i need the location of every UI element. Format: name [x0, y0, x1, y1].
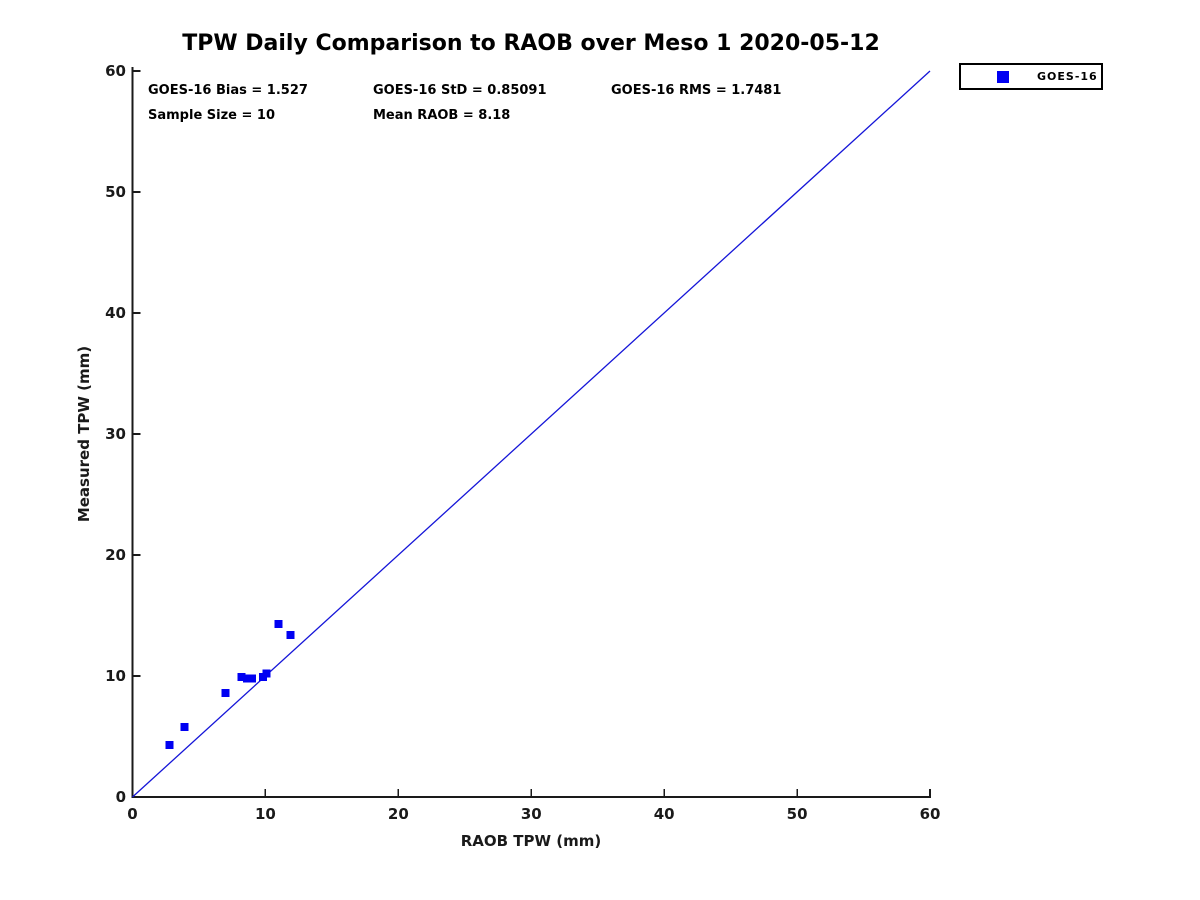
- data-point: [165, 740, 174, 749]
- y-tick-label: 20: [105, 546, 126, 564]
- stat-rms: GOES-16 RMS = 1.7481: [611, 83, 782, 98]
- legend: GOES-16: [959, 63, 1103, 90]
- x-tick-label: 30: [520, 805, 542, 823]
- data-point: [248, 674, 257, 683]
- y-tick-label: 40: [105, 304, 126, 322]
- legend-label: GOES-16: [1037, 70, 1098, 83]
- x-tick-label: 50: [786, 805, 808, 823]
- data-point: [221, 688, 230, 697]
- y-tick-label: 10: [105, 667, 126, 685]
- stat-std: GOES-16 StD = 0.85091: [373, 83, 547, 98]
- stat-bias: GOES-16 Bias = 1.527: [148, 83, 308, 98]
- data-point: [286, 630, 295, 639]
- x-tick-label: 20: [387, 805, 409, 823]
- x-axis-title: RAOB TPW (mm): [460, 832, 602, 850]
- data-point: [242, 674, 251, 683]
- y-tick-label: 60: [105, 62, 126, 80]
- x-tick-label: 0: [127, 805, 138, 823]
- x-tick-label: 40: [653, 805, 675, 823]
- y-tick-label: 50: [105, 183, 126, 201]
- identity-reference-line: [132, 70, 931, 798]
- y-axis-title: Measured TPW (mm): [75, 345, 93, 523]
- y-tick-label: 30: [105, 425, 126, 443]
- x-tick-label: 10: [254, 805, 276, 823]
- legend-marker-square-icon: [997, 70, 1009, 83]
- data-point: [180, 722, 189, 731]
- data-point: [274, 619, 283, 628]
- stat-mean-raob: Mean RAOB = 8.18: [373, 108, 511, 123]
- x-tick-label: 60: [919, 805, 941, 823]
- data-point: [262, 669, 271, 678]
- data-point: [237, 673, 246, 682]
- y-tick-label: 0: [115, 788, 126, 806]
- chart-title: TPW Daily Comparison to RAOB over Meso 1…: [182, 31, 880, 56]
- stat-sample-size: Sample Size = 10: [148, 108, 276, 123]
